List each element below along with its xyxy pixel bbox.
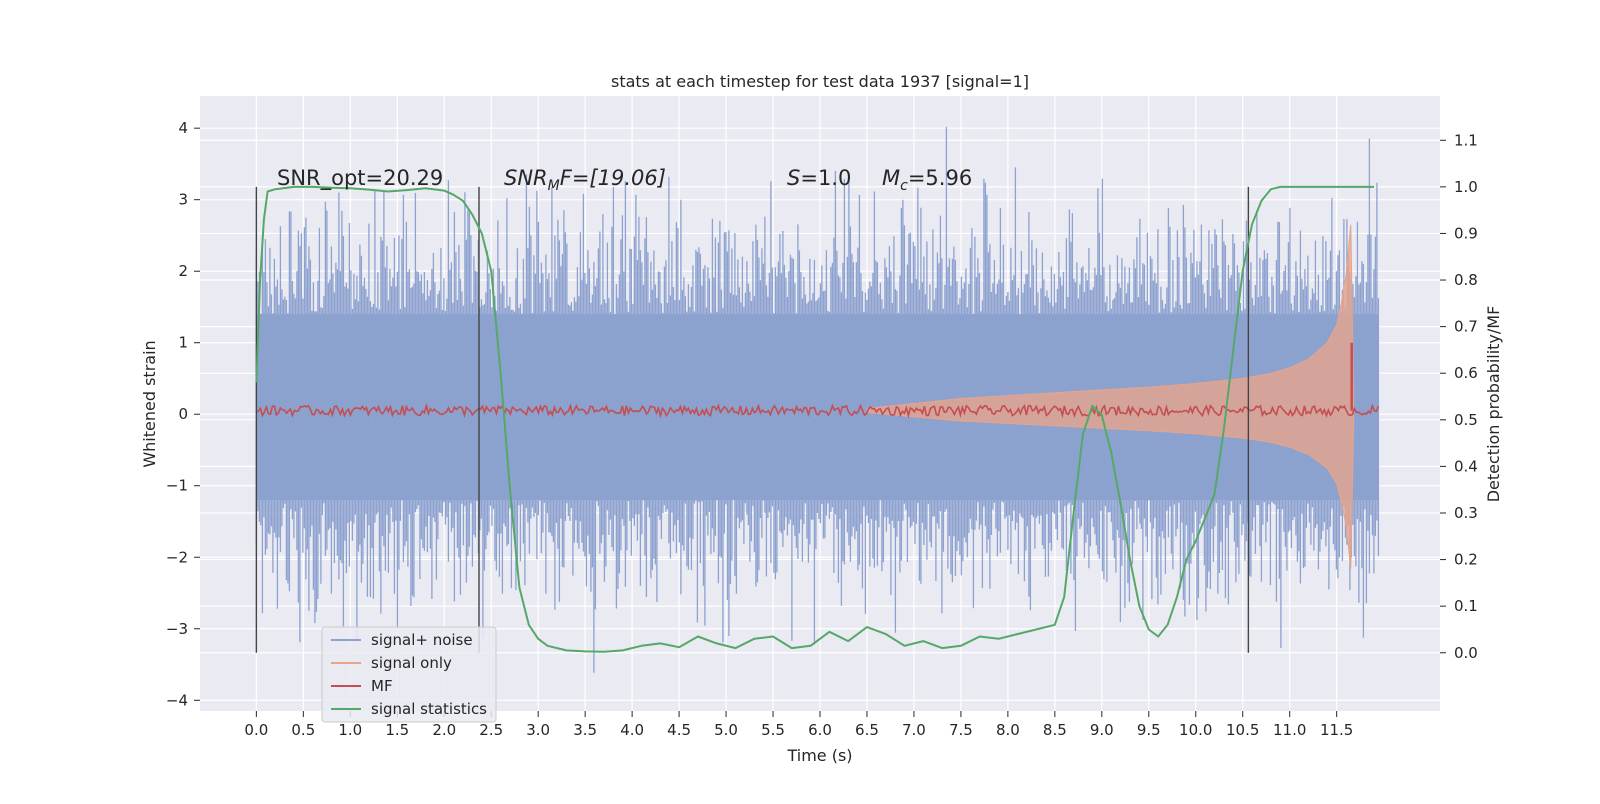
y-tick-label: 0 [178, 405, 188, 423]
x-tick-label: 4.0 [620, 721, 644, 739]
mf-series [256, 342, 1380, 419]
y2-tick-label: 0.7 [1454, 318, 1478, 336]
annotation-snr-mf: SNRMF=[19.06] [504, 166, 666, 194]
x-tick-label: 11.0 [1273, 721, 1306, 739]
x-tick-label: 8.5 [1043, 721, 1067, 739]
x-tick-label: 2.5 [479, 721, 503, 739]
chart-title: stats at each timestep for test data 193… [611, 72, 1029, 91]
x-axis-label: Time (s) [786, 746, 852, 765]
legend: signal+ noise signal only MF signal stat… [321, 626, 497, 723]
x-tick-label: 6.0 [808, 721, 832, 739]
mf-line [256, 402, 1380, 419]
x-tick-label: 1.5 [385, 721, 409, 739]
y2-tick-label: 1.1 [1454, 131, 1478, 149]
signal-only-series [866, 224, 1355, 569]
y-tick-label: −2 [166, 548, 188, 566]
y2-tick-label: 0.5 [1454, 411, 1478, 429]
signal-statistics-series [255, 185, 1375, 653]
y-tick-label: −3 [166, 620, 188, 638]
x-tick-label: 4.5 [667, 721, 691, 739]
annotation-snr-opt: SNR_opt=20.29 [277, 166, 443, 191]
y2-tick-label: 0.1 [1454, 597, 1478, 615]
x-tick-label: 7.5 [949, 721, 973, 739]
y-tick-label: 3 [178, 191, 188, 209]
y2-tick-label: 0.3 [1454, 504, 1478, 522]
legend-label-signal-statistics: signal statistics [371, 700, 487, 718]
signal-statistics-line [255, 185, 1375, 653]
x-tick-label: 5.5 [761, 721, 785, 739]
x-tick-label: 0.0 [244, 721, 268, 739]
signal-only-envelope [866, 224, 1355, 569]
y-tick-label: 4 [178, 119, 188, 137]
y-tick-label: −4 [166, 691, 188, 709]
x-tick-label: 7.0 [902, 721, 926, 739]
x-tick-label: 9.0 [1090, 721, 1114, 739]
x-tick-label: 0.5 [291, 721, 315, 739]
y2-tick-label: 0.9 [1454, 224, 1478, 242]
x-tick-label: 9.5 [1137, 721, 1161, 739]
y-tick-label: 2 [178, 262, 188, 280]
y2-tick-label: 0.6 [1454, 364, 1478, 382]
vertical-markers [255, 186, 1250, 653]
legend-label-signal-only: signal only [371, 654, 452, 672]
y2-axis-label: Detection probability/MF [1484, 306, 1503, 503]
tick-labels: 0.0 0.5 1.0 1.5 2.0 2.5 3.0 3.5 4.0 4.5 5.0 5.5 6.0 6… [166, 119, 1478, 739]
legend-box [321, 626, 497, 723]
x-tick-label: 3.0 [526, 721, 550, 739]
x-tick-label: 2.0 [432, 721, 456, 739]
y-tick-label: −1 [166, 477, 188, 495]
x-tick-label: 11.5 [1320, 721, 1353, 739]
y-axis-label: Whitened strain [140, 340, 159, 467]
y2-tick-label: 0.8 [1454, 271, 1478, 289]
annotation-mc: Mc=5.96 [882, 166, 972, 194]
x-tick-label: 8.0 [996, 721, 1020, 739]
x-tick-label: 3.5 [573, 721, 597, 739]
y2-tick-label: 0.0 [1454, 644, 1478, 662]
y2-tick-label: 1.0 [1454, 178, 1478, 196]
y2-tick-label: 0.4 [1454, 457, 1478, 475]
legend-label-signal-noise: signal+ noise [371, 631, 473, 649]
x-tick-label: 1.0 [338, 721, 362, 739]
annotation-s: S=1.0 [787, 166, 851, 190]
y2-tick-label: 0.2 [1454, 551, 1478, 569]
x-tick-label: 6.5 [855, 721, 879, 739]
x-tick-label: 5.0 [714, 721, 738, 739]
x-tick-label: 10.5 [1226, 721, 1259, 739]
x-tick-label: 10.0 [1179, 721, 1212, 739]
y-tick-label: 1 [178, 334, 188, 352]
legend-label-mf: MF [371, 677, 393, 695]
